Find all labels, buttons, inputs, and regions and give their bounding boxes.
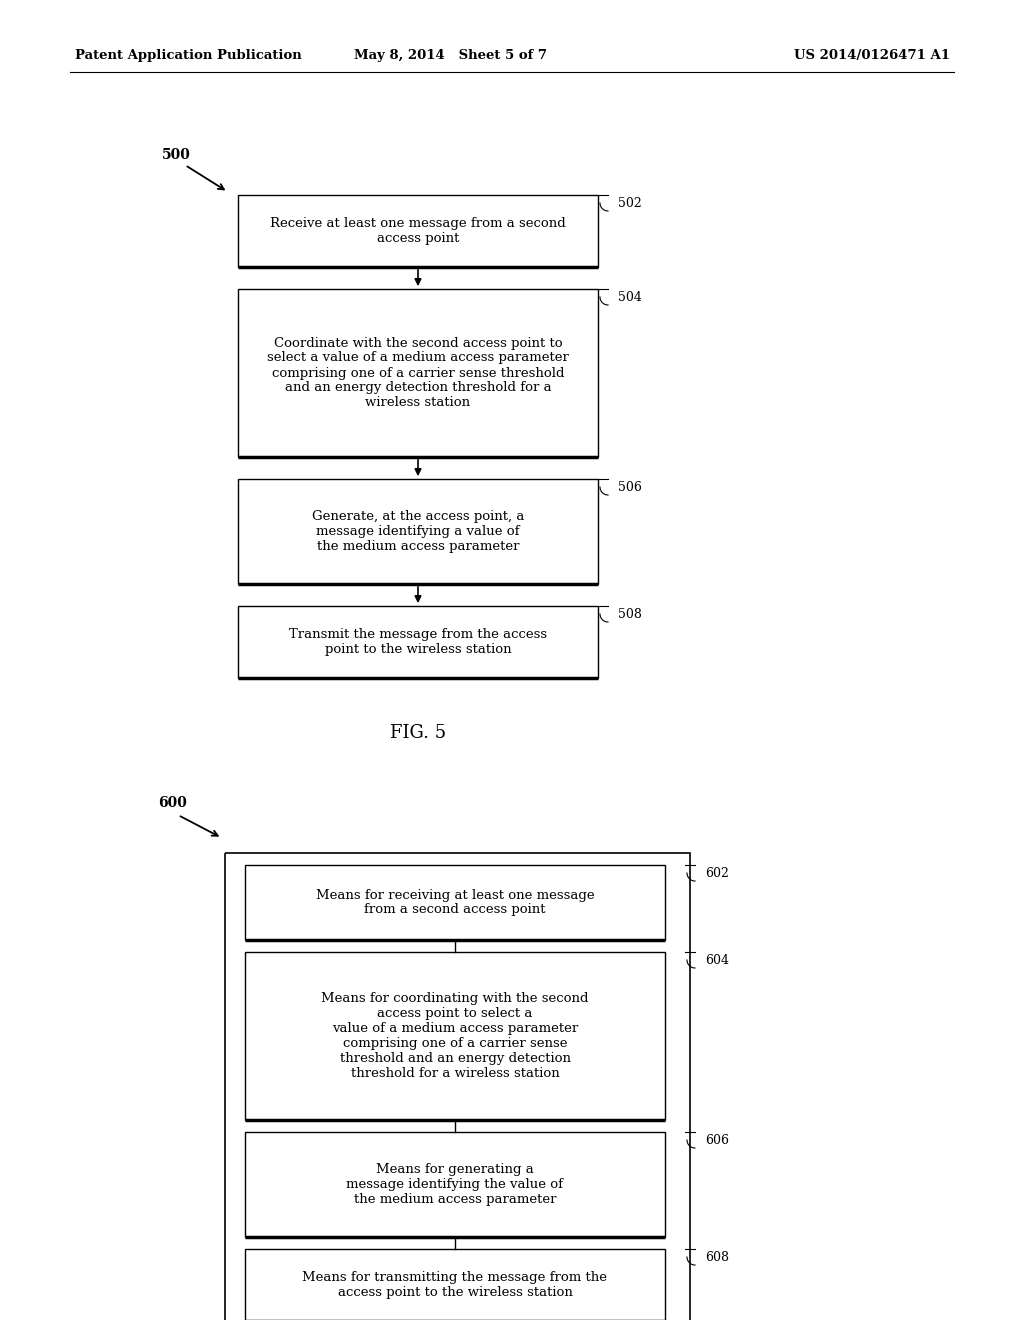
Text: 506: 506 — [618, 480, 642, 494]
Text: 600: 600 — [158, 796, 186, 810]
Text: US 2014/0126471 A1: US 2014/0126471 A1 — [794, 49, 950, 62]
Text: Coordinate with the second access point to
select a value of a medium access par: Coordinate with the second access point … — [267, 337, 569, 409]
Text: 502: 502 — [618, 197, 642, 210]
Bar — [245, 952, 665, 1119]
Text: 504: 504 — [618, 290, 642, 304]
Text: Patent Application Publication: Patent Application Publication — [75, 49, 302, 62]
Text: 606: 606 — [705, 1134, 729, 1147]
Text: Means for coordinating with the second
access point to select a
value of a mediu: Means for coordinating with the second a… — [322, 993, 589, 1080]
Text: 602: 602 — [705, 867, 729, 880]
Text: May 8, 2014   Sheet 5 of 7: May 8, 2014 Sheet 5 of 7 — [353, 49, 547, 62]
Text: Generate, at the access point, a
message identifying a value of
the medium acces: Generate, at the access point, a message… — [312, 510, 524, 553]
Bar — [245, 1249, 665, 1320]
Bar — [245, 865, 665, 940]
Bar — [238, 479, 598, 583]
Text: Receive at least one message from a second
access point: Receive at least one message from a seco… — [270, 216, 566, 246]
Text: Means for transmitting the message from the
access point to the wireless station: Means for transmitting the message from … — [302, 1271, 607, 1299]
Bar — [238, 289, 598, 457]
Bar — [245, 1133, 665, 1237]
Bar — [238, 195, 598, 267]
Text: 508: 508 — [618, 609, 642, 620]
Text: FIG. 5: FIG. 5 — [390, 723, 446, 742]
Bar — [238, 606, 598, 678]
Text: Means for generating a
message identifying the value of
the medium access parame: Means for generating a message identifyi… — [346, 1163, 563, 1206]
Text: Transmit the message from the access
point to the wireless station: Transmit the message from the access poi… — [289, 628, 547, 656]
Text: Means for receiving at least one message
from a second access point: Means for receiving at least one message… — [315, 888, 594, 916]
Text: 604: 604 — [705, 954, 729, 968]
Text: 608: 608 — [705, 1251, 729, 1265]
Bar — [225, 853, 690, 1320]
Text: 500: 500 — [162, 148, 190, 162]
